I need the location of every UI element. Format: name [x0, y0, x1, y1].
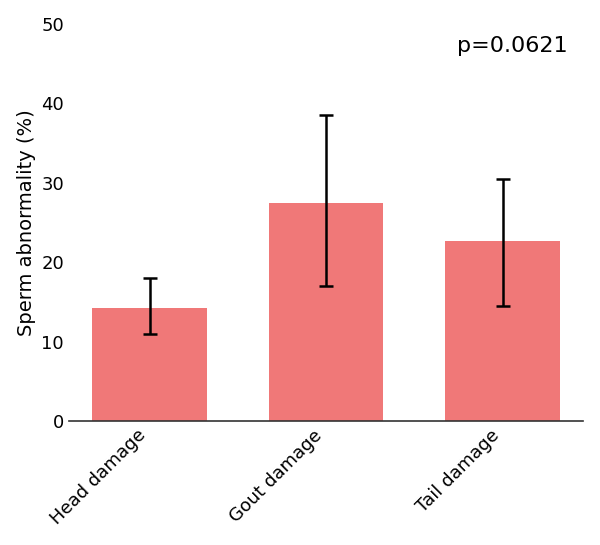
- Bar: [445, 241, 560, 421]
- Bar: [269, 203, 383, 421]
- Bar: [92, 307, 207, 421]
- Y-axis label: Sperm abnormality (%): Sperm abnormality (%): [17, 109, 35, 336]
- Text: p=0.0621: p=0.0621: [457, 35, 568, 56]
